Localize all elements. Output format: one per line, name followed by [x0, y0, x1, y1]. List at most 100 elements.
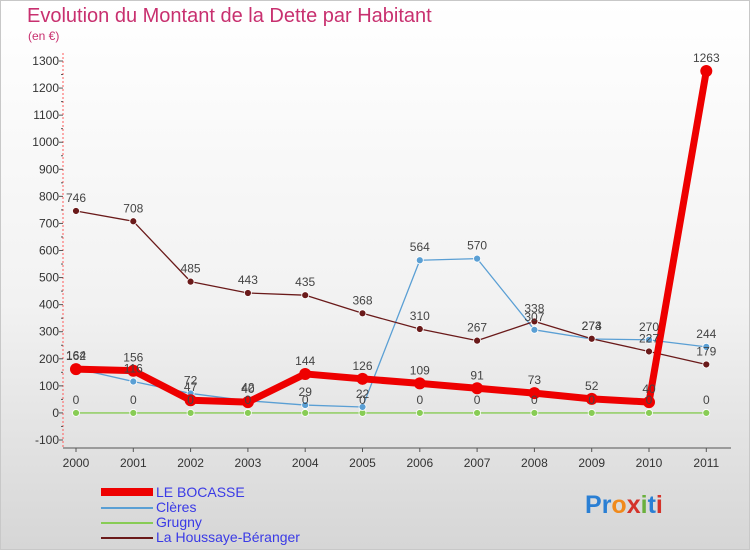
- series-line-1: [75, 257, 707, 408]
- data-label: 144: [295, 354, 315, 368]
- y-tick-label: 1300: [32, 54, 59, 68]
- data-label: 570: [467, 239, 487, 253]
- data-point: [301, 409, 310, 417]
- data-point: [645, 409, 653, 417]
- y-tick-label: 500: [39, 271, 59, 285]
- data-label: 227: [639, 331, 659, 345]
- data-label: 0: [531, 393, 538, 407]
- data-point: [415, 325, 424, 333]
- data-label: 126: [352, 359, 372, 373]
- data-label: 73: [528, 373, 542, 387]
- data-label: 109: [410, 363, 430, 377]
- y-tick-label: 400: [39, 298, 59, 312]
- data-label: 485: [181, 262, 201, 276]
- y-tick-label: -100: [35, 433, 59, 447]
- data-point: [356, 372, 369, 385]
- data-label: 164: [66, 349, 86, 363]
- data-label: 267: [467, 321, 487, 335]
- data-label: 746: [66, 191, 86, 205]
- x-tick-label: 2007: [464, 456, 491, 470]
- legend-swatch-cleres: [101, 507, 153, 509]
- legend-label: Clères: [156, 499, 197, 515]
- legend-swatch-le-bocasse: [101, 488, 153, 496]
- data-label: 40: [642, 382, 656, 396]
- data-point: [587, 334, 596, 343]
- data-label: 708: [123, 201, 143, 215]
- data-point: [585, 392, 598, 405]
- logo-letter: i: [640, 491, 648, 519]
- data-label: 368: [352, 293, 372, 307]
- logo-letter: i: [655, 491, 663, 519]
- y-tick-label: 900: [39, 162, 59, 176]
- data-point: [528, 387, 541, 400]
- data-label: 310: [410, 309, 430, 323]
- data-point: [473, 254, 482, 263]
- data-point: [129, 409, 138, 417]
- data-point: [241, 396, 254, 409]
- data-point: [243, 409, 252, 417]
- data-point: [186, 409, 195, 417]
- data-label: 47: [184, 380, 198, 394]
- x-tick-label: 2009: [578, 456, 605, 470]
- data-point: [587, 409, 596, 417]
- x-tick-label: 2004: [292, 456, 319, 470]
- data-point: [70, 363, 82, 376]
- logo-letter: o: [611, 491, 627, 519]
- data-label: 0: [130, 393, 137, 407]
- data-label: 0: [646, 393, 653, 407]
- data-point: [358, 309, 367, 318]
- y-tick-label: 800: [39, 189, 59, 203]
- data-point: [129, 217, 138, 226]
- data-point: [415, 256, 424, 265]
- series-line-0: [75, 70, 710, 406]
- data-point: [702, 360, 711, 369]
- y-tick-label: 300: [39, 325, 59, 339]
- data-label: 0: [359, 393, 366, 407]
- data-point: [643, 396, 655, 409]
- y-tick-label: 1200: [32, 81, 59, 95]
- legend-label: Grugny: [156, 514, 202, 530]
- data-point: [301, 401, 310, 409]
- data-point: [702, 342, 711, 351]
- logo-letter: P: [585, 491, 602, 519]
- y-tick-label: 200: [39, 352, 59, 366]
- data-point: [129, 377, 138, 386]
- data-label: 0: [703, 393, 710, 407]
- data-label: 0: [302, 393, 309, 407]
- chart-title: Evolution du Montant de la Dette par Hab…: [27, 5, 432, 27]
- data-point: [299, 367, 312, 380]
- y-tick-label: 600: [39, 244, 59, 258]
- data-label: 22: [356, 387, 370, 401]
- data-point: [415, 409, 424, 417]
- data-point: [473, 336, 482, 345]
- data-point: [700, 65, 713, 78]
- legend-label: LE BOCASSE: [156, 484, 245, 500]
- legend-swatch-la-houssaye-beranger: [101, 537, 153, 539]
- data-label: 72: [184, 373, 198, 387]
- data-label: 0: [187, 393, 194, 407]
- y-tick-label: 100: [39, 379, 59, 393]
- data-label: 0: [588, 393, 595, 407]
- data-point: [413, 377, 426, 390]
- x-tick-label: 2001: [120, 456, 147, 470]
- data-label: 1263: [693, 51, 720, 65]
- proxiti-logo: Proxiti: [585, 491, 663, 520]
- data-label: 270: [639, 320, 659, 334]
- legend-swatch-grugny: [101, 522, 153, 524]
- data-label: 179: [696, 344, 716, 358]
- data-point: [184, 394, 197, 407]
- data-label: 338: [524, 301, 544, 315]
- data-label: 40: [241, 382, 255, 396]
- y-tick-label: 1100: [33, 108, 59, 122]
- data-label: 42: [241, 381, 255, 395]
- data-point: [530, 409, 539, 417]
- data-point: [72, 207, 80, 215]
- x-tick-label: 2005: [349, 456, 376, 470]
- data-label: 443: [238, 273, 258, 287]
- logo-letter: x: [626, 491, 641, 519]
- data-point: [301, 291, 310, 300]
- x-tick-label: 2011: [693, 456, 719, 470]
- data-point: [358, 403, 367, 411]
- data-label: 273: [582, 319, 602, 333]
